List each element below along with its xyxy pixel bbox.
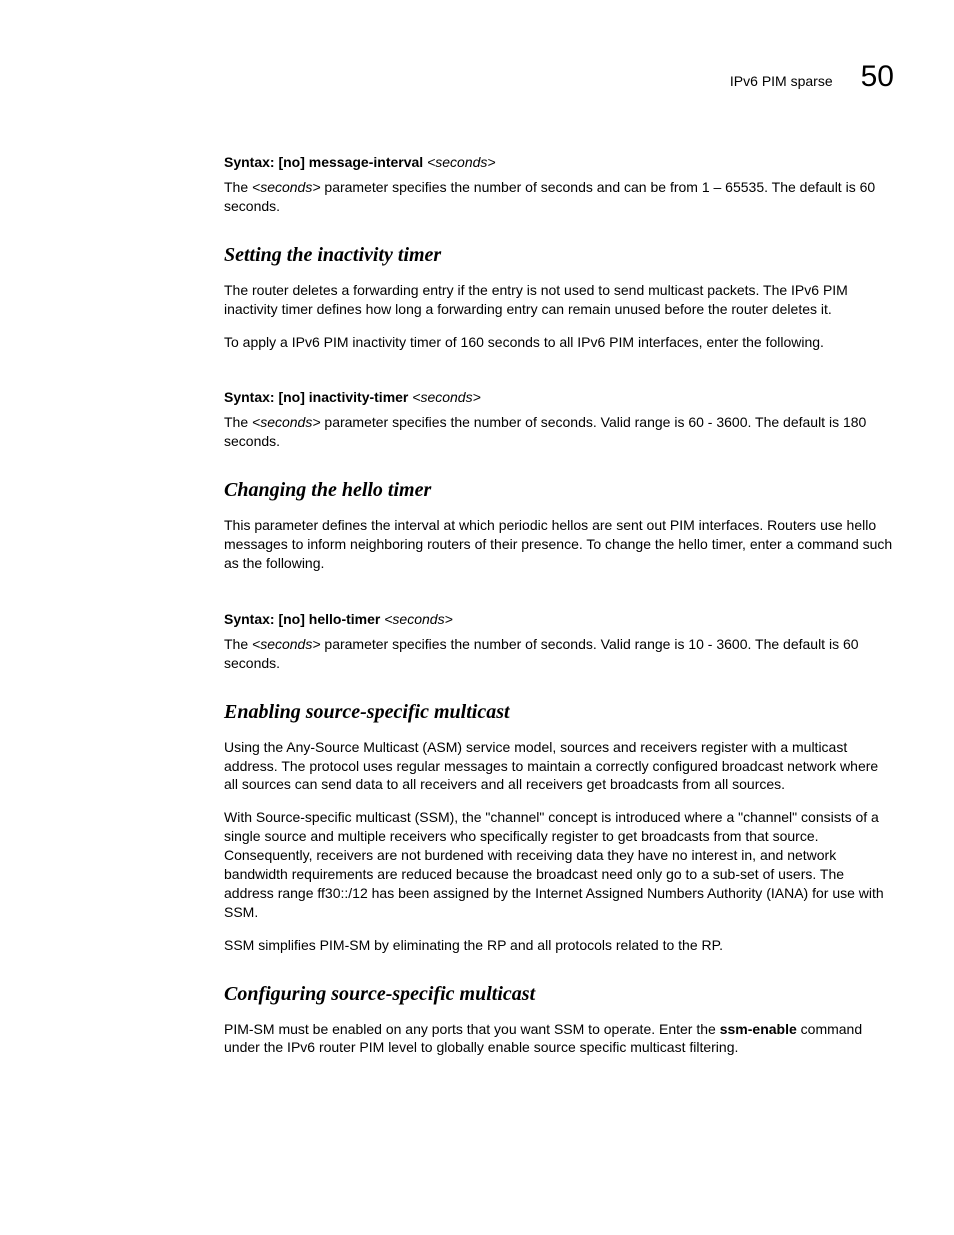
text-run: parameter specifies the number of second… xyxy=(224,414,866,449)
syntax-param: <seconds> xyxy=(427,154,496,170)
text-run: The xyxy=(224,179,252,195)
body-paragraph: To apply a IPv6 PIM inactivity timer of … xyxy=(224,333,894,352)
syntax-command: [no] inactivity-timer xyxy=(275,389,413,405)
header-page-number: 50 xyxy=(861,60,894,94)
text-run-italic: <seconds> xyxy=(252,636,321,652)
syntax-line: Syntax: [no] message-interval <seconds> xyxy=(224,154,894,170)
syntax-line: Syntax: [no] hello-timer <seconds> xyxy=(224,611,894,627)
text-run-bold: ssm-enable xyxy=(720,1021,797,1037)
body-paragraph: The router deletes a forwarding entry if… xyxy=(224,281,894,319)
syntax-param: <seconds> xyxy=(412,389,481,405)
document-page: IPv6 PIM sparse 50 Syntax: [no] message-… xyxy=(0,0,954,1235)
syntax-line: Syntax: [no] inactivity-timer <seconds> xyxy=(224,389,894,405)
body-paragraph: This parameter defines the interval at w… xyxy=(224,516,894,573)
syntax-param: <seconds> xyxy=(384,611,453,627)
body-paragraph: The <seconds> parameter specifies the nu… xyxy=(224,413,894,451)
syntax-label: Syntax: xyxy=(224,611,275,627)
body-paragraph: The <seconds> parameter specifies the nu… xyxy=(224,635,894,673)
body-paragraph: With Source-specific multicast (SSM), th… xyxy=(224,808,894,921)
section-heading-configuring-ssm: Configuring source-specific multicast xyxy=(224,983,894,1006)
section-heading-hello-timer: Changing the hello timer xyxy=(224,479,894,502)
text-run: PIM-SM must be enabled on any ports that… xyxy=(224,1021,720,1037)
spacer xyxy=(224,587,894,611)
body-paragraph: The <seconds> parameter specifies the nu… xyxy=(224,178,894,216)
body-paragraph: Using the Any-Source Multicast (ASM) ser… xyxy=(224,738,894,795)
syntax-label: Syntax: xyxy=(224,154,275,170)
syntax-command: [no] message-interval xyxy=(275,154,428,170)
section-heading-enabling-ssm: Enabling source-specific multicast xyxy=(224,701,894,724)
text-run: parameter specifies the number of second… xyxy=(224,179,875,214)
text-run: The xyxy=(224,636,252,652)
section-heading-inactivity-timer: Setting the inactivity timer xyxy=(224,244,894,267)
text-run-italic: <seconds> xyxy=(252,414,321,430)
syntax-command: [no] hello-timer xyxy=(275,611,385,627)
body-paragraph: PIM-SM must be enabled on any ports that… xyxy=(224,1020,894,1058)
header-breadcrumb: IPv6 PIM sparse xyxy=(730,73,833,89)
text-run-italic: <seconds> xyxy=(252,179,321,195)
spacer xyxy=(224,365,894,389)
syntax-label: Syntax: xyxy=(224,389,275,405)
body-paragraph: SSM simplifies PIM-SM by eliminating the… xyxy=(224,936,894,955)
page-header: IPv6 PIM sparse 50 xyxy=(224,60,894,94)
text-run: The xyxy=(224,414,252,430)
